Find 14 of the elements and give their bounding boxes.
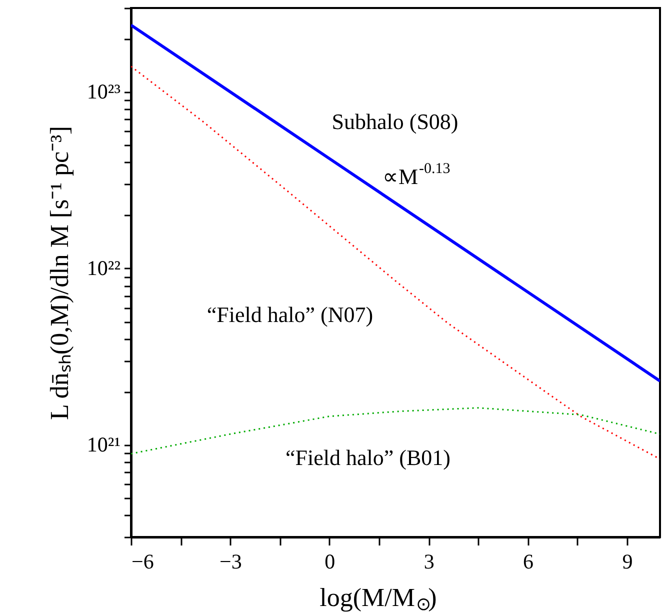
y-axis-title: L dn̄ₛₕ(0,M)/dln M [s⁻¹ pc⁻³] (44, 126, 74, 420)
annotation: Subhalo (S08) (332, 109, 458, 134)
annotation: “Field halo” (N07) (206, 302, 374, 327)
x-tick-label: 3 (424, 550, 434, 574)
x-tick-label: −3 (220, 550, 242, 574)
x-axis-title: log(M/M⊙) (320, 583, 437, 614)
x-tick-label: −6 (132, 550, 154, 574)
x-tick-label: 6 (523, 550, 534, 574)
y-tick-label: 10²¹ (86, 432, 120, 456)
x-tick-label: 0 (324, 550, 336, 574)
x-tick-label: 9 (622, 550, 633, 574)
annotation: “Field halo” (B01) (286, 445, 450, 470)
y-tick-label: 10²³ (86, 80, 120, 104)
y-tick-label: 10²² (86, 256, 120, 280)
